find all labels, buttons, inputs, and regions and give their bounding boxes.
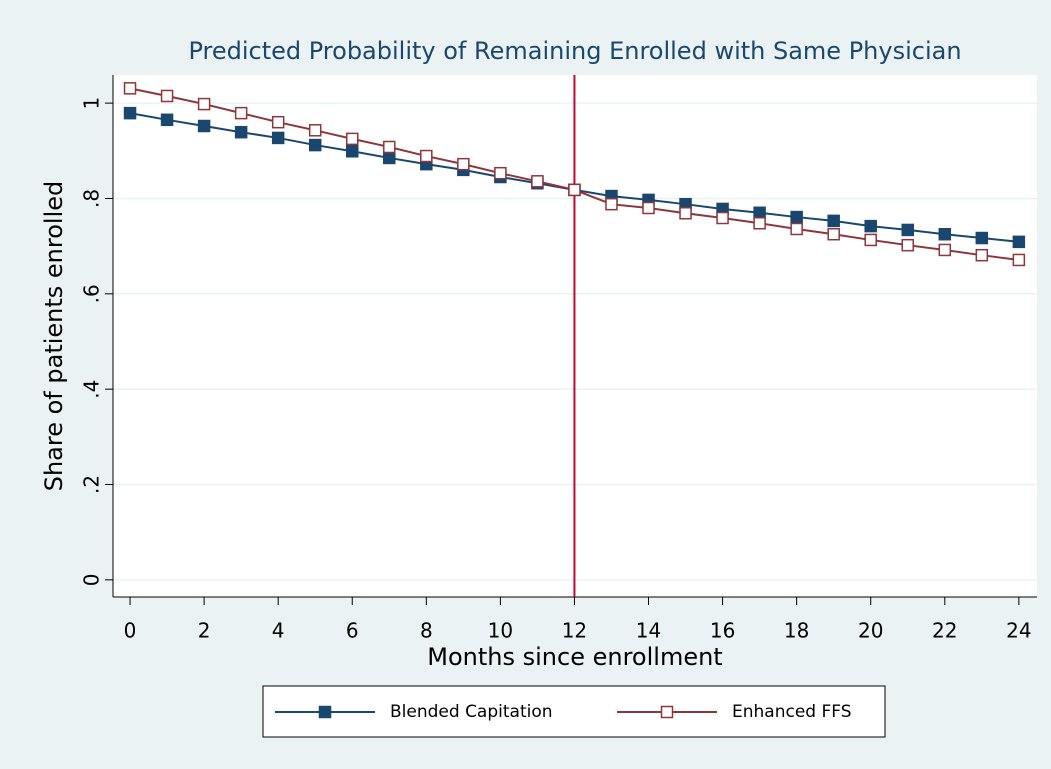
x-tick-label: 2 bbox=[198, 619, 211, 643]
x-tick-label: 24 bbox=[1006, 619, 1031, 643]
x-tick-label: 6 bbox=[346, 619, 359, 643]
y-tick-label: .8 bbox=[80, 189, 104, 208]
y-tick-label: .2 bbox=[80, 475, 104, 494]
y-axis-title: Share of patients enrolled bbox=[40, 181, 68, 492]
data-point bbox=[790, 222, 803, 236]
data-point bbox=[975, 248, 989, 262]
data-point bbox=[975, 231, 989, 245]
data-point bbox=[790, 210, 803, 224]
y-tick-label: 0 bbox=[80, 573, 104, 586]
data-point bbox=[123, 106, 137, 120]
data-point bbox=[271, 115, 285, 129]
x-tick-label: 22 bbox=[932, 619, 957, 643]
data-point bbox=[160, 113, 174, 127]
data-point bbox=[123, 82, 137, 95]
data-point bbox=[345, 145, 359, 158]
x-tick-label: 16 bbox=[710, 619, 735, 643]
legend-marker bbox=[318, 705, 332, 719]
data-point bbox=[234, 125, 248, 139]
data-point bbox=[753, 206, 766, 220]
data-point bbox=[753, 217, 766, 230]
data-point bbox=[308, 124, 322, 137]
y-tick-label: .4 bbox=[80, 380, 104, 399]
legend-label: Enhanced FFS bbox=[732, 702, 852, 722]
data-point bbox=[901, 223, 915, 237]
data-point bbox=[383, 151, 396, 165]
data-point bbox=[716, 211, 729, 225]
data-point bbox=[568, 183, 581, 197]
data-point bbox=[345, 132, 359, 146]
data-point bbox=[197, 97, 211, 111]
x-tick-label: 18 bbox=[784, 619, 809, 643]
data-point bbox=[864, 233, 877, 247]
data-point bbox=[642, 201, 655, 215]
data-point bbox=[234, 106, 248, 120]
data-point bbox=[827, 227, 840, 241]
data-point bbox=[531, 175, 544, 188]
x-tick-label: 12 bbox=[562, 619, 587, 643]
data-point bbox=[383, 140, 396, 154]
data-point bbox=[938, 243, 952, 257]
x-tick-label: 4 bbox=[272, 619, 285, 643]
data-point bbox=[901, 238, 915, 252]
data-point bbox=[827, 214, 840, 228]
data-point bbox=[494, 166, 507, 180]
y-tick-label: .6 bbox=[80, 284, 104, 303]
data-point bbox=[679, 206, 692, 220]
data-point bbox=[197, 119, 211, 133]
legend-marker bbox=[660, 705, 674, 719]
chart-title: Predicted Probability of Remaining Enrol… bbox=[188, 37, 961, 65]
data-point bbox=[308, 138, 322, 152]
data-point bbox=[1012, 235, 1026, 249]
x-tick-label: 14 bbox=[636, 619, 661, 643]
data-point bbox=[457, 157, 470, 171]
x-tick-label: 20 bbox=[858, 619, 883, 643]
x-tick-label: 8 bbox=[420, 619, 433, 643]
data-point bbox=[864, 219, 877, 233]
data-point bbox=[420, 149, 433, 163]
data-point bbox=[938, 227, 952, 241]
data-point bbox=[605, 197, 618, 211]
y-tick-label: 1 bbox=[80, 97, 104, 110]
data-point bbox=[160, 89, 174, 103]
data-point bbox=[271, 131, 285, 145]
x-tick-label: 10 bbox=[488, 619, 513, 643]
x-tick-label: 0 bbox=[124, 619, 137, 643]
legend-label: Blended Capitation bbox=[390, 702, 553, 722]
data-point bbox=[1012, 253, 1026, 267]
x-axis-title: Months since enrollment bbox=[427, 643, 722, 671]
